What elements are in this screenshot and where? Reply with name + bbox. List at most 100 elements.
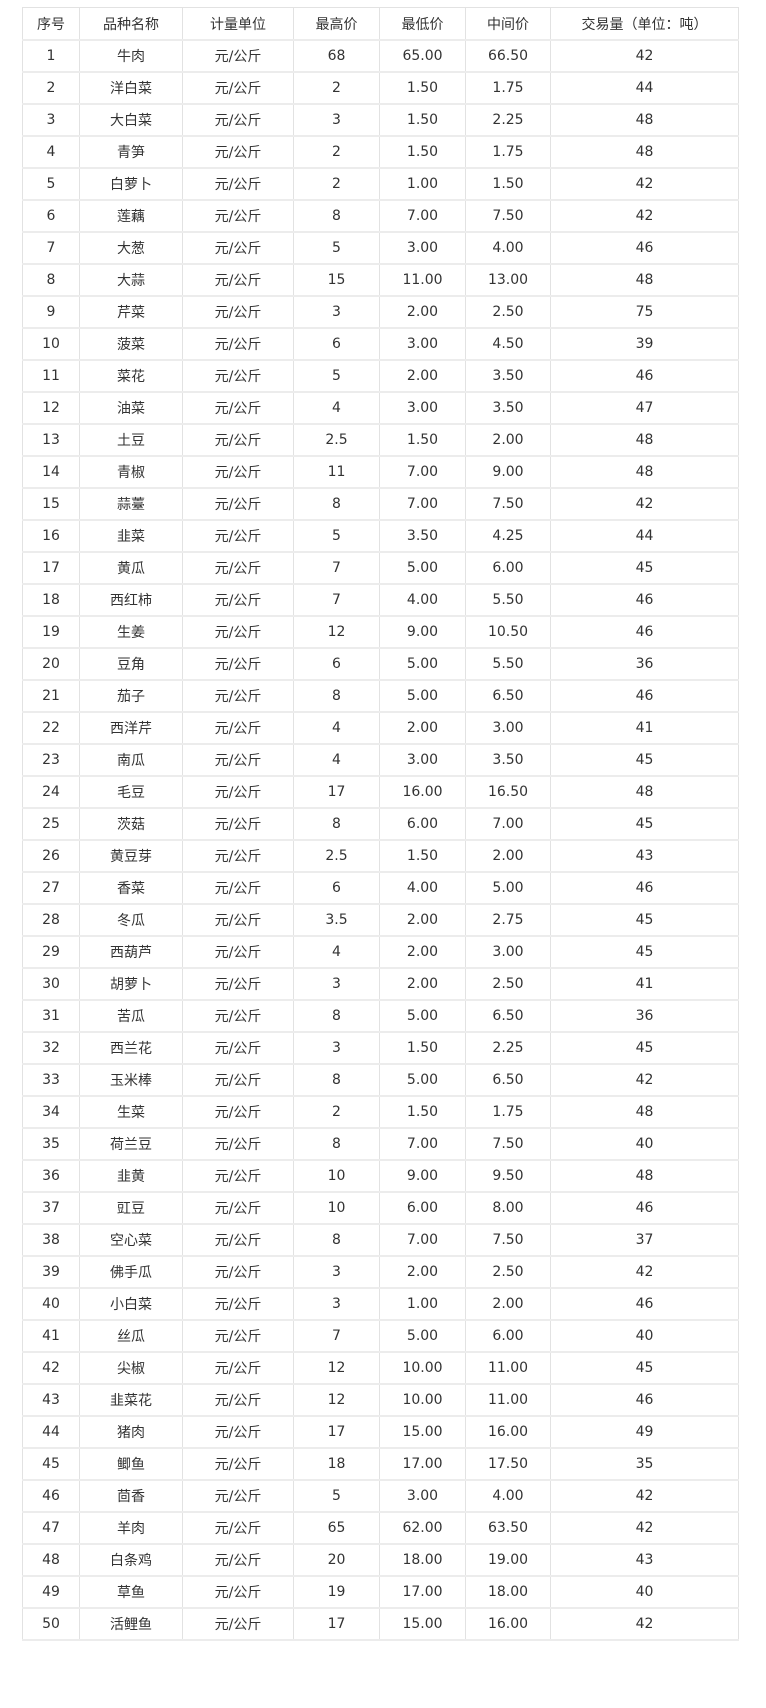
- cell-col-max-price: 3: [293, 295, 380, 329]
- cell-col-min-price: 7.00: [379, 199, 466, 233]
- header-col-unit: 计量单位: [182, 7, 294, 41]
- cell-col-max-price: 7: [293, 551, 380, 585]
- cell-col-index: 9: [22, 295, 80, 329]
- cell-col-unit: 元/公斤: [182, 743, 294, 777]
- cell-col-mid-price: 3.00: [465, 935, 551, 969]
- table-row: 10 菠菜 元/公斤 6 3.00 4.50 39: [22, 327, 739, 361]
- cell-col-volume: 48: [550, 135, 739, 169]
- cell-col-mid-price: 66.50: [465, 39, 551, 73]
- cell-col-min-price: 3.00: [379, 231, 466, 265]
- table-row: 20 豆角 元/公斤 6 5.00 5.50 36: [22, 647, 739, 681]
- cell-col-index: 23: [22, 743, 80, 777]
- cell-col-name: 佛手瓜: [79, 1255, 183, 1289]
- cell-col-mid-price: 4.00: [465, 1479, 551, 1513]
- cell-col-name: 菠菜: [79, 327, 183, 361]
- cell-col-name: 黄豆芽: [79, 839, 183, 873]
- cell-col-name: 生菜: [79, 1095, 183, 1129]
- cell-col-unit: 元/公斤: [182, 1127, 294, 1161]
- cell-col-unit: 元/公斤: [182, 487, 294, 521]
- cell-col-index: 5: [22, 167, 80, 201]
- cell-col-mid-price: 5.50: [465, 583, 551, 617]
- cell-col-unit: 元/公斤: [182, 455, 294, 489]
- cell-col-unit: 元/公斤: [182, 423, 294, 457]
- cell-col-unit: 元/公斤: [182, 903, 294, 937]
- cell-col-unit: 元/公斤: [182, 775, 294, 809]
- cell-col-unit: 元/公斤: [182, 1191, 294, 1225]
- cell-col-name: 白条鸡: [79, 1543, 183, 1577]
- cell-col-volume: 48: [550, 263, 739, 297]
- table-row: 46 茴香 元/公斤 5 3.00 4.00 42: [22, 1479, 739, 1513]
- table-row: 2 洋白菜 元/公斤 2 1.50 1.75 44: [22, 71, 739, 105]
- cell-col-mid-price: 3.50: [465, 391, 551, 425]
- cell-col-name: 毛豆: [79, 775, 183, 809]
- cell-col-name: 鲫鱼: [79, 1447, 183, 1481]
- cell-col-mid-price: 2.00: [465, 1287, 551, 1321]
- cell-col-max-price: 3: [293, 1255, 380, 1289]
- cell-col-mid-price: 63.50: [465, 1511, 551, 1545]
- cell-col-min-price: 2.00: [379, 967, 466, 1001]
- cell-col-min-price: 1.50: [379, 1031, 466, 1065]
- cell-col-unit: 元/公斤: [182, 999, 294, 1033]
- cell-col-index: 32: [22, 1031, 80, 1065]
- cell-col-index: 19: [22, 615, 80, 649]
- cell-col-name: 西兰花: [79, 1031, 183, 1065]
- cell-col-max-price: 6: [293, 647, 380, 681]
- cell-col-volume: 48: [550, 1095, 739, 1129]
- cell-col-max-price: 2: [293, 167, 380, 201]
- cell-col-mid-price: 5.50: [465, 647, 551, 681]
- cell-col-unit: 元/公斤: [182, 1159, 294, 1193]
- cell-col-name: 油菜: [79, 391, 183, 425]
- cell-col-max-price: 8: [293, 199, 380, 233]
- cell-col-index: 45: [22, 1447, 80, 1481]
- cell-col-name: 青椒: [79, 455, 183, 489]
- cell-col-mid-price: 16.50: [465, 775, 551, 809]
- table-row: 31 苦瓜 元/公斤 8 5.00 6.50 36: [22, 999, 739, 1033]
- cell-col-max-price: 3: [293, 1031, 380, 1065]
- cell-col-name: 洋白菜: [79, 71, 183, 105]
- cell-col-mid-price: 2.75: [465, 903, 551, 937]
- cell-col-min-price: 1.50: [379, 71, 466, 105]
- cell-col-name: 蒜薹: [79, 487, 183, 521]
- cell-col-mid-price: 1.75: [465, 135, 551, 169]
- cell-col-min-price: 5.00: [379, 1063, 466, 1097]
- cell-col-index: 21: [22, 679, 80, 713]
- cell-col-name: 大白菜: [79, 103, 183, 137]
- cell-col-min-price: 1.00: [379, 1287, 466, 1321]
- cell-col-mid-price: 7.50: [465, 199, 551, 233]
- table-row: 30 胡萝卜 元/公斤 3 2.00 2.50 41: [22, 967, 739, 1001]
- cell-col-volume: 42: [550, 1255, 739, 1289]
- cell-col-index: 20: [22, 647, 80, 681]
- cell-col-name: 草鱼: [79, 1575, 183, 1609]
- cell-col-unit: 元/公斤: [182, 807, 294, 841]
- cell-col-volume: 45: [550, 551, 739, 585]
- table-row: 24 毛豆 元/公斤 17 16.00 16.50 48: [22, 775, 739, 809]
- cell-col-volume: 36: [550, 999, 739, 1033]
- table-row: 26 黄豆芽 元/公斤 2.5 1.50 2.00 43: [22, 839, 739, 873]
- cell-col-unit: 元/公斤: [182, 1031, 294, 1065]
- cell-col-min-price: 5.00: [379, 647, 466, 681]
- cell-col-index: 49: [22, 1575, 80, 1609]
- cell-col-name: 空心菜: [79, 1223, 183, 1257]
- cell-col-name: 韭菜: [79, 519, 183, 553]
- cell-col-unit: 元/公斤: [182, 1095, 294, 1129]
- cell-col-min-price: 1.50: [379, 103, 466, 137]
- cell-col-name: 茴香: [79, 1479, 183, 1513]
- cell-col-unit: 元/公斤: [182, 1319, 294, 1353]
- cell-col-volume: 46: [550, 1287, 739, 1321]
- cell-col-index: 12: [22, 391, 80, 425]
- cell-col-name: 小白菜: [79, 1287, 183, 1321]
- cell-col-name: 玉米棒: [79, 1063, 183, 1097]
- cell-col-volume: 37: [550, 1223, 739, 1257]
- cell-col-index: 1: [22, 39, 80, 73]
- cell-col-index: 24: [22, 775, 80, 809]
- cell-col-mid-price: 2.50: [465, 967, 551, 1001]
- table-row: 50 活鲤鱼 元/公斤 17 15.00 16.00 42: [22, 1607, 739, 1641]
- cell-col-min-price: 2.00: [379, 295, 466, 329]
- cell-col-max-price: 18: [293, 1447, 380, 1481]
- cell-col-unit: 元/公斤: [182, 839, 294, 873]
- cell-col-index: 8: [22, 263, 80, 297]
- cell-col-index: 4: [22, 135, 80, 169]
- cell-col-min-price: 3.00: [379, 1479, 466, 1513]
- cell-col-max-price: 3: [293, 1287, 380, 1321]
- cell-col-mid-price: 9.00: [465, 455, 551, 489]
